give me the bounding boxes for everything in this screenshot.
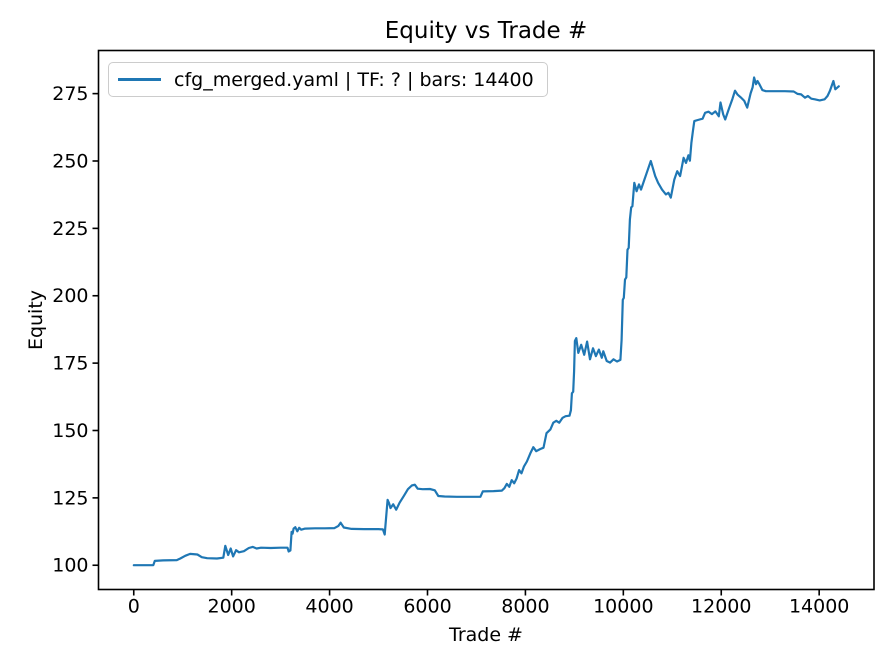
chart-title: Equity vs Trade # — [384, 18, 588, 44]
equity-line — [132, 76, 840, 567]
legend-entry-label: cfg_merged.yaml | TF: ? | bars: 14400 — [174, 68, 534, 91]
x-tick-label: 4000 — [305, 596, 353, 618]
x-tick-label: 12000 — [691, 596, 751, 618]
y-tick-label: 150 — [52, 420, 88, 442]
y-tick-label: 200 — [52, 285, 88, 307]
legend: cfg_merged.yaml | TF: ? | bars: 14400 — [108, 62, 548, 97]
y-tick-label: 100 — [52, 555, 88, 577]
y-tick-label: 125 — [52, 487, 88, 509]
x-axis-label: Trade # — [449, 624, 523, 646]
x-tick-label: 10000 — [593, 596, 653, 618]
x-tick-label: 8000 — [501, 596, 549, 618]
y-tick-label: 225 — [52, 218, 88, 240]
y-tick-label: 250 — [52, 150, 88, 172]
x-tick-label: 2000 — [207, 596, 255, 618]
x-tick-label: 0 — [128, 596, 140, 618]
axes-spines — [97, 49, 875, 591]
x-tick-label: 14000 — [789, 596, 849, 618]
x-tick-label: 6000 — [403, 596, 451, 618]
legend-line-swatch — [118, 78, 161, 81]
y-axis-label: Equity — [25, 289, 47, 351]
y-tick-label: 275 — [52, 83, 88, 105]
y-tick-label: 175 — [52, 353, 88, 375]
